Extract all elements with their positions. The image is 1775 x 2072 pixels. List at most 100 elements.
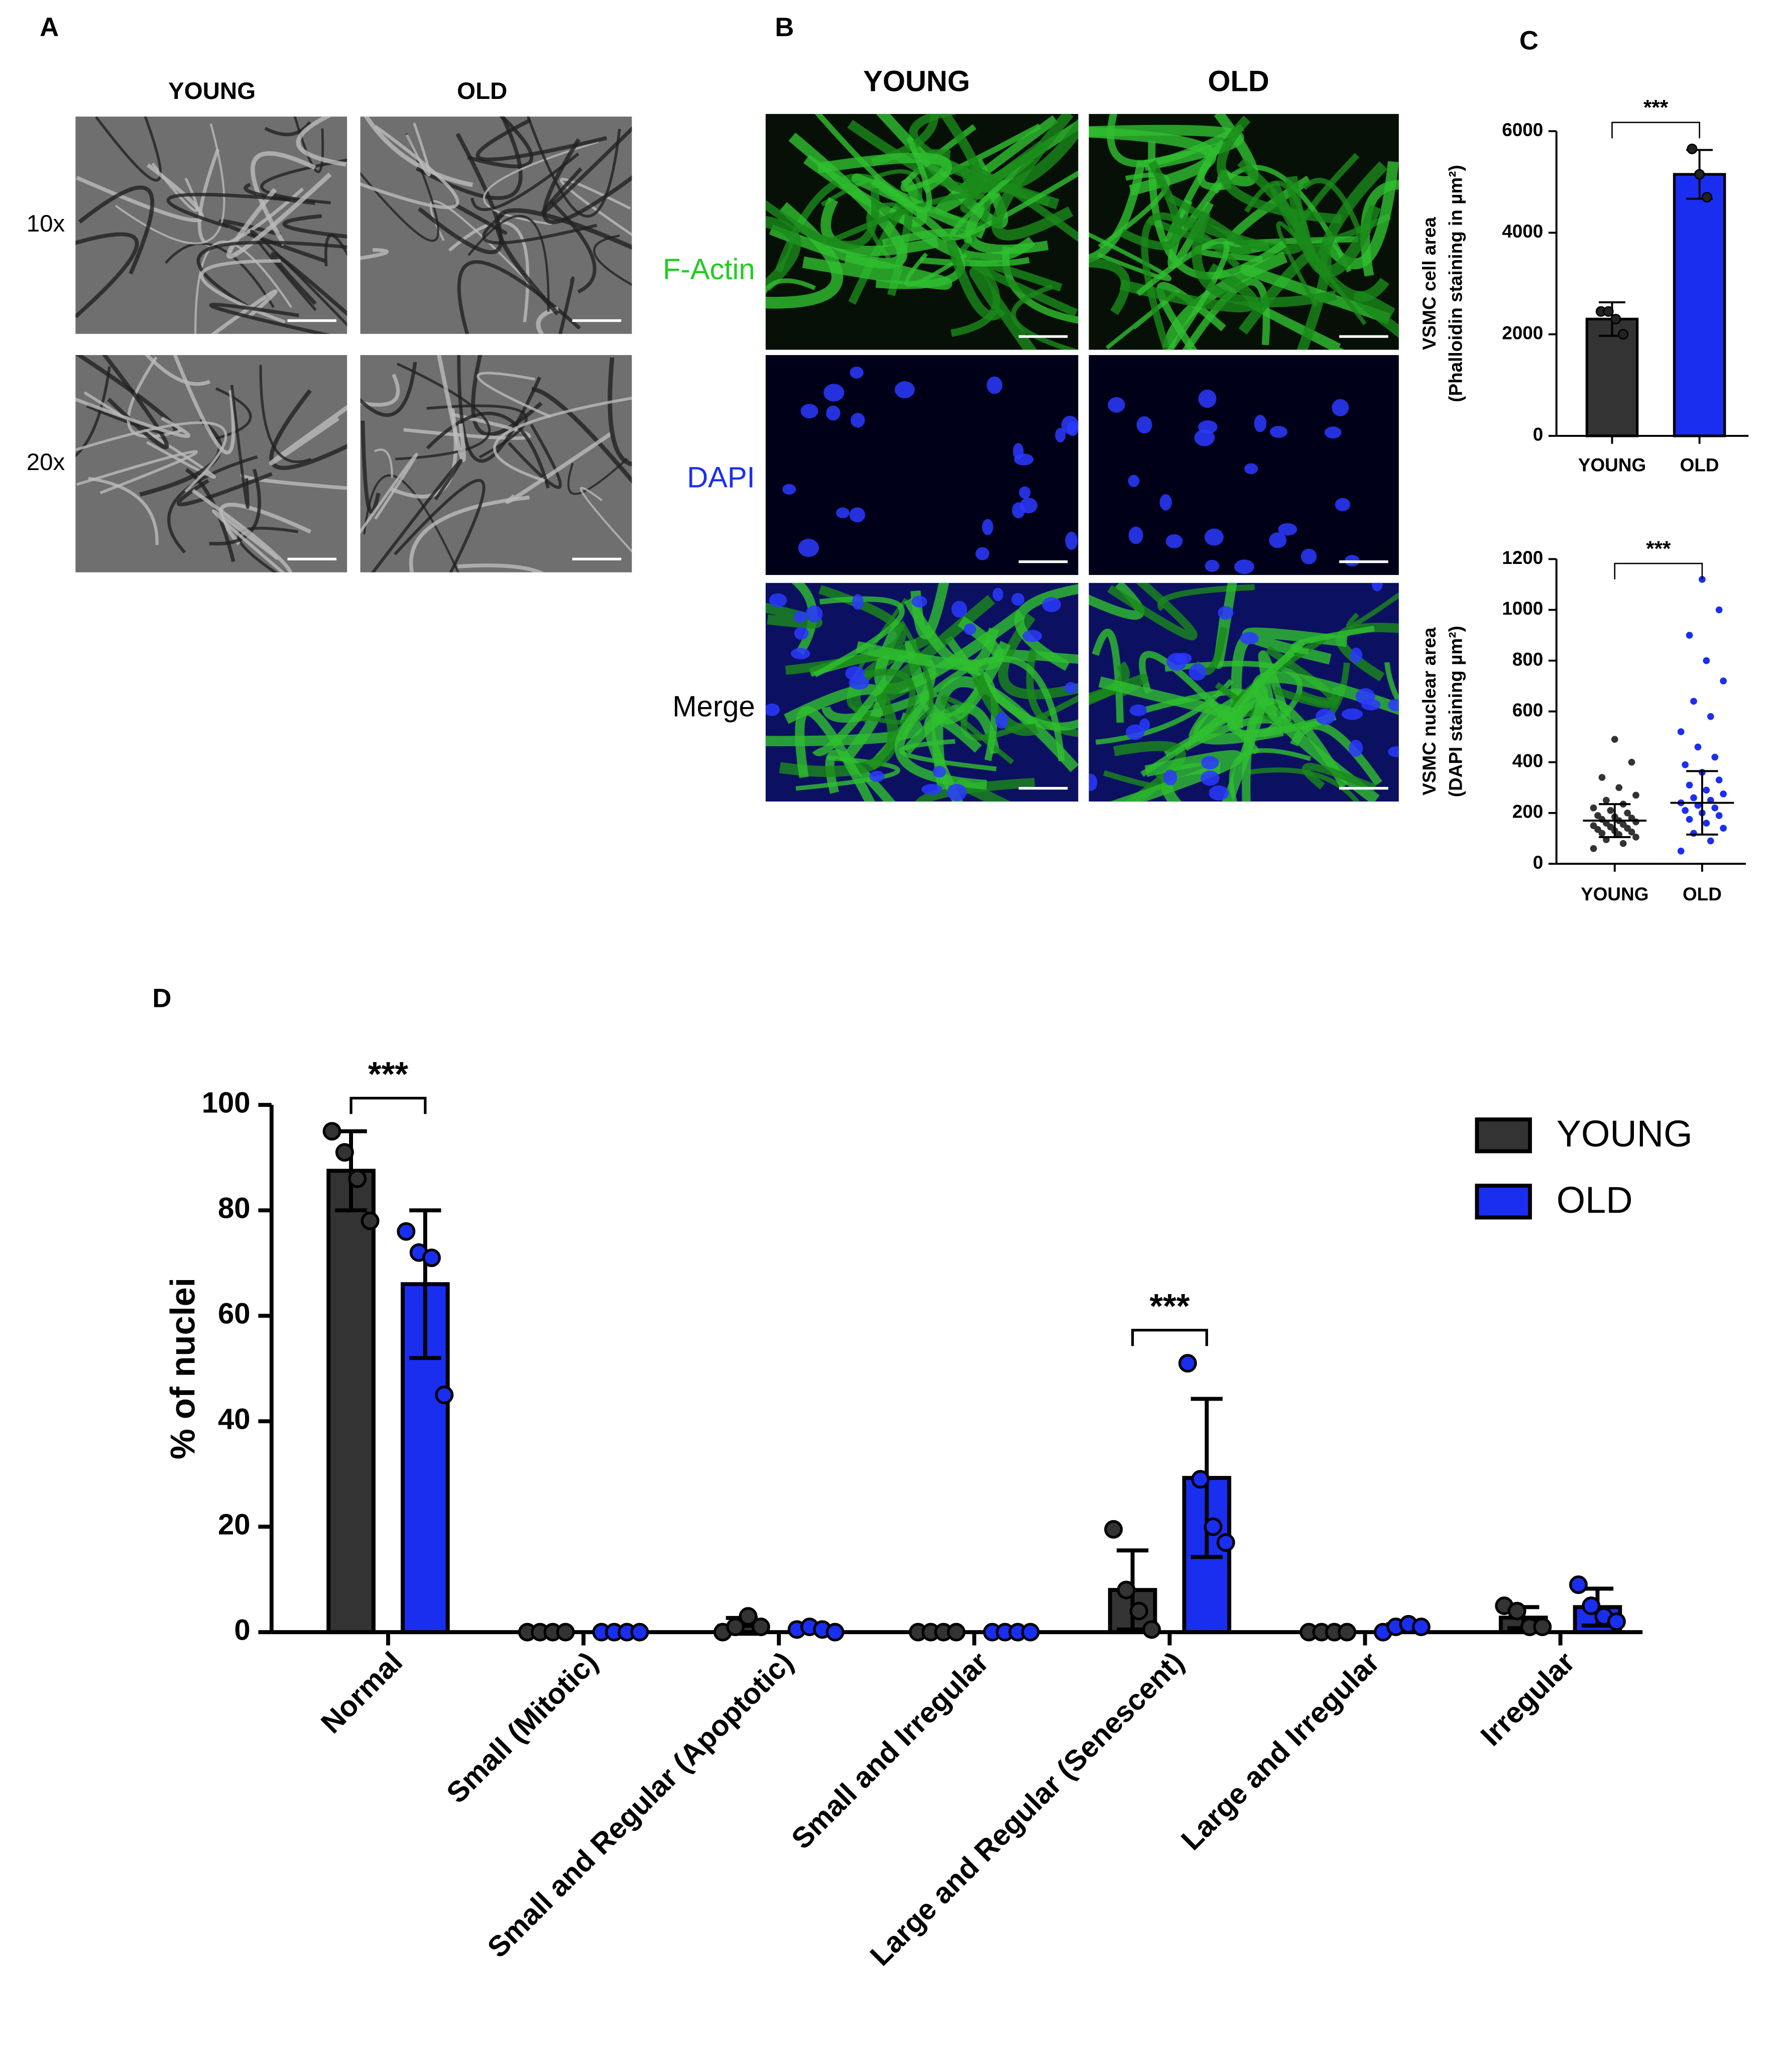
micrograph bbox=[765, 583, 1079, 802]
fiber bbox=[1384, 662, 1399, 706]
fiber bbox=[1148, 141, 1286, 280]
fiber bbox=[814, 113, 932, 213]
data-point bbox=[739, 1607, 758, 1626]
significance-bracket bbox=[1131, 1329, 1208, 1346]
data-point bbox=[397, 1222, 416, 1241]
data-point bbox=[1104, 1520, 1123, 1539]
data-point bbox=[1686, 632, 1693, 639]
fiber bbox=[210, 289, 278, 334]
data-point bbox=[1533, 1618, 1552, 1637]
data-point bbox=[1603, 796, 1610, 804]
legend-swatch bbox=[1475, 1184, 1532, 1220]
micrograph bbox=[1089, 355, 1399, 575]
data-point bbox=[1142, 1620, 1161, 1639]
nucleus bbox=[1205, 559, 1220, 572]
nucleus bbox=[836, 507, 850, 519]
fiber bbox=[608, 357, 632, 467]
legend-swatch bbox=[1475, 1117, 1532, 1154]
data-point bbox=[1715, 606, 1723, 614]
image-content bbox=[75, 355, 347, 572]
data-point bbox=[1590, 822, 1597, 830]
fiber bbox=[1107, 583, 1198, 641]
nucleus bbox=[951, 601, 968, 618]
nucleus bbox=[1139, 718, 1150, 732]
fiber bbox=[144, 355, 211, 386]
fiber bbox=[991, 113, 1074, 241]
nucleus bbox=[1371, 583, 1383, 592]
nucleus bbox=[1204, 528, 1224, 546]
data-point bbox=[1603, 306, 1614, 317]
data-point bbox=[1703, 786, 1710, 794]
fiber bbox=[1197, 140, 1232, 190]
fiber bbox=[493, 396, 632, 483]
data-point bbox=[1715, 776, 1723, 784]
micrograph bbox=[75, 355, 347, 572]
fiber bbox=[405, 123, 431, 177]
significance-label: *** bbox=[1646, 537, 1671, 560]
nucleus bbox=[964, 623, 976, 635]
data-point bbox=[1711, 753, 1719, 761]
fiber bbox=[212, 509, 285, 572]
data-point bbox=[1204, 1517, 1223, 1536]
x-tick-label: OLD bbox=[1680, 454, 1719, 475]
x-tick-label: Large and Irregular bbox=[1175, 1646, 1386, 1857]
fiber bbox=[230, 385, 250, 509]
data-point bbox=[1690, 794, 1697, 801]
fiber bbox=[795, 706, 875, 802]
y-axis-label: VSMC nuclear area bbox=[1419, 627, 1440, 795]
nucleus bbox=[849, 507, 866, 523]
data-point bbox=[1216, 1533, 1235, 1552]
fiber bbox=[477, 372, 551, 418]
panel-label: A bbox=[40, 13, 59, 42]
fiber bbox=[894, 701, 987, 790]
nucleus bbox=[1201, 770, 1220, 786]
fiber bbox=[579, 487, 632, 553]
nucleus bbox=[1361, 699, 1381, 711]
micrograph bbox=[765, 113, 1079, 350]
nucleus bbox=[1128, 475, 1140, 487]
fiber bbox=[765, 278, 816, 294]
y-axis-label: (Phalloidin staining in µm²) bbox=[1446, 165, 1466, 402]
micrograph bbox=[75, 117, 347, 334]
fiber bbox=[437, 355, 466, 462]
nucleus bbox=[1108, 397, 1125, 413]
data-point bbox=[1117, 1580, 1136, 1599]
fiber bbox=[409, 495, 530, 572]
fiber bbox=[1301, 763, 1376, 792]
fiber bbox=[360, 125, 459, 209]
nucleus bbox=[1165, 534, 1183, 548]
fiber bbox=[541, 126, 632, 215]
fiber bbox=[1353, 291, 1399, 338]
fiber bbox=[209, 469, 262, 546]
fiber bbox=[904, 597, 999, 671]
data-point bbox=[1611, 736, 1618, 743]
nucleus bbox=[1194, 429, 1215, 446]
fiber bbox=[76, 450, 198, 495]
fiber bbox=[259, 365, 312, 464]
y-tick-label: 1200 bbox=[1502, 547, 1543, 568]
row-label: 10x bbox=[27, 210, 65, 237]
fiber bbox=[470, 152, 579, 211]
y-axis-label: (DAPI staining µm²) bbox=[1446, 626, 1466, 797]
fiber bbox=[1192, 210, 1337, 307]
fiber bbox=[791, 583, 817, 655]
data-point bbox=[1701, 192, 1712, 203]
y-tick-label: 60 bbox=[218, 1297, 251, 1330]
nucleus bbox=[894, 381, 915, 399]
data-point bbox=[1703, 820, 1710, 827]
image-bg bbox=[75, 117, 347, 334]
fiber bbox=[75, 421, 227, 493]
nucleus bbox=[1129, 704, 1147, 717]
fiber bbox=[426, 411, 550, 489]
data-point bbox=[1711, 804, 1719, 812]
significance-label: *** bbox=[1149, 1287, 1190, 1326]
nucleus bbox=[1128, 526, 1143, 544]
data-point bbox=[1191, 1470, 1210, 1489]
fiber bbox=[969, 266, 1037, 350]
fiber bbox=[78, 185, 155, 275]
data-point bbox=[1338, 1623, 1357, 1642]
nucleus bbox=[826, 405, 841, 421]
fiber bbox=[371, 459, 463, 572]
nucleus bbox=[1234, 559, 1254, 574]
nucleus bbox=[800, 404, 818, 419]
